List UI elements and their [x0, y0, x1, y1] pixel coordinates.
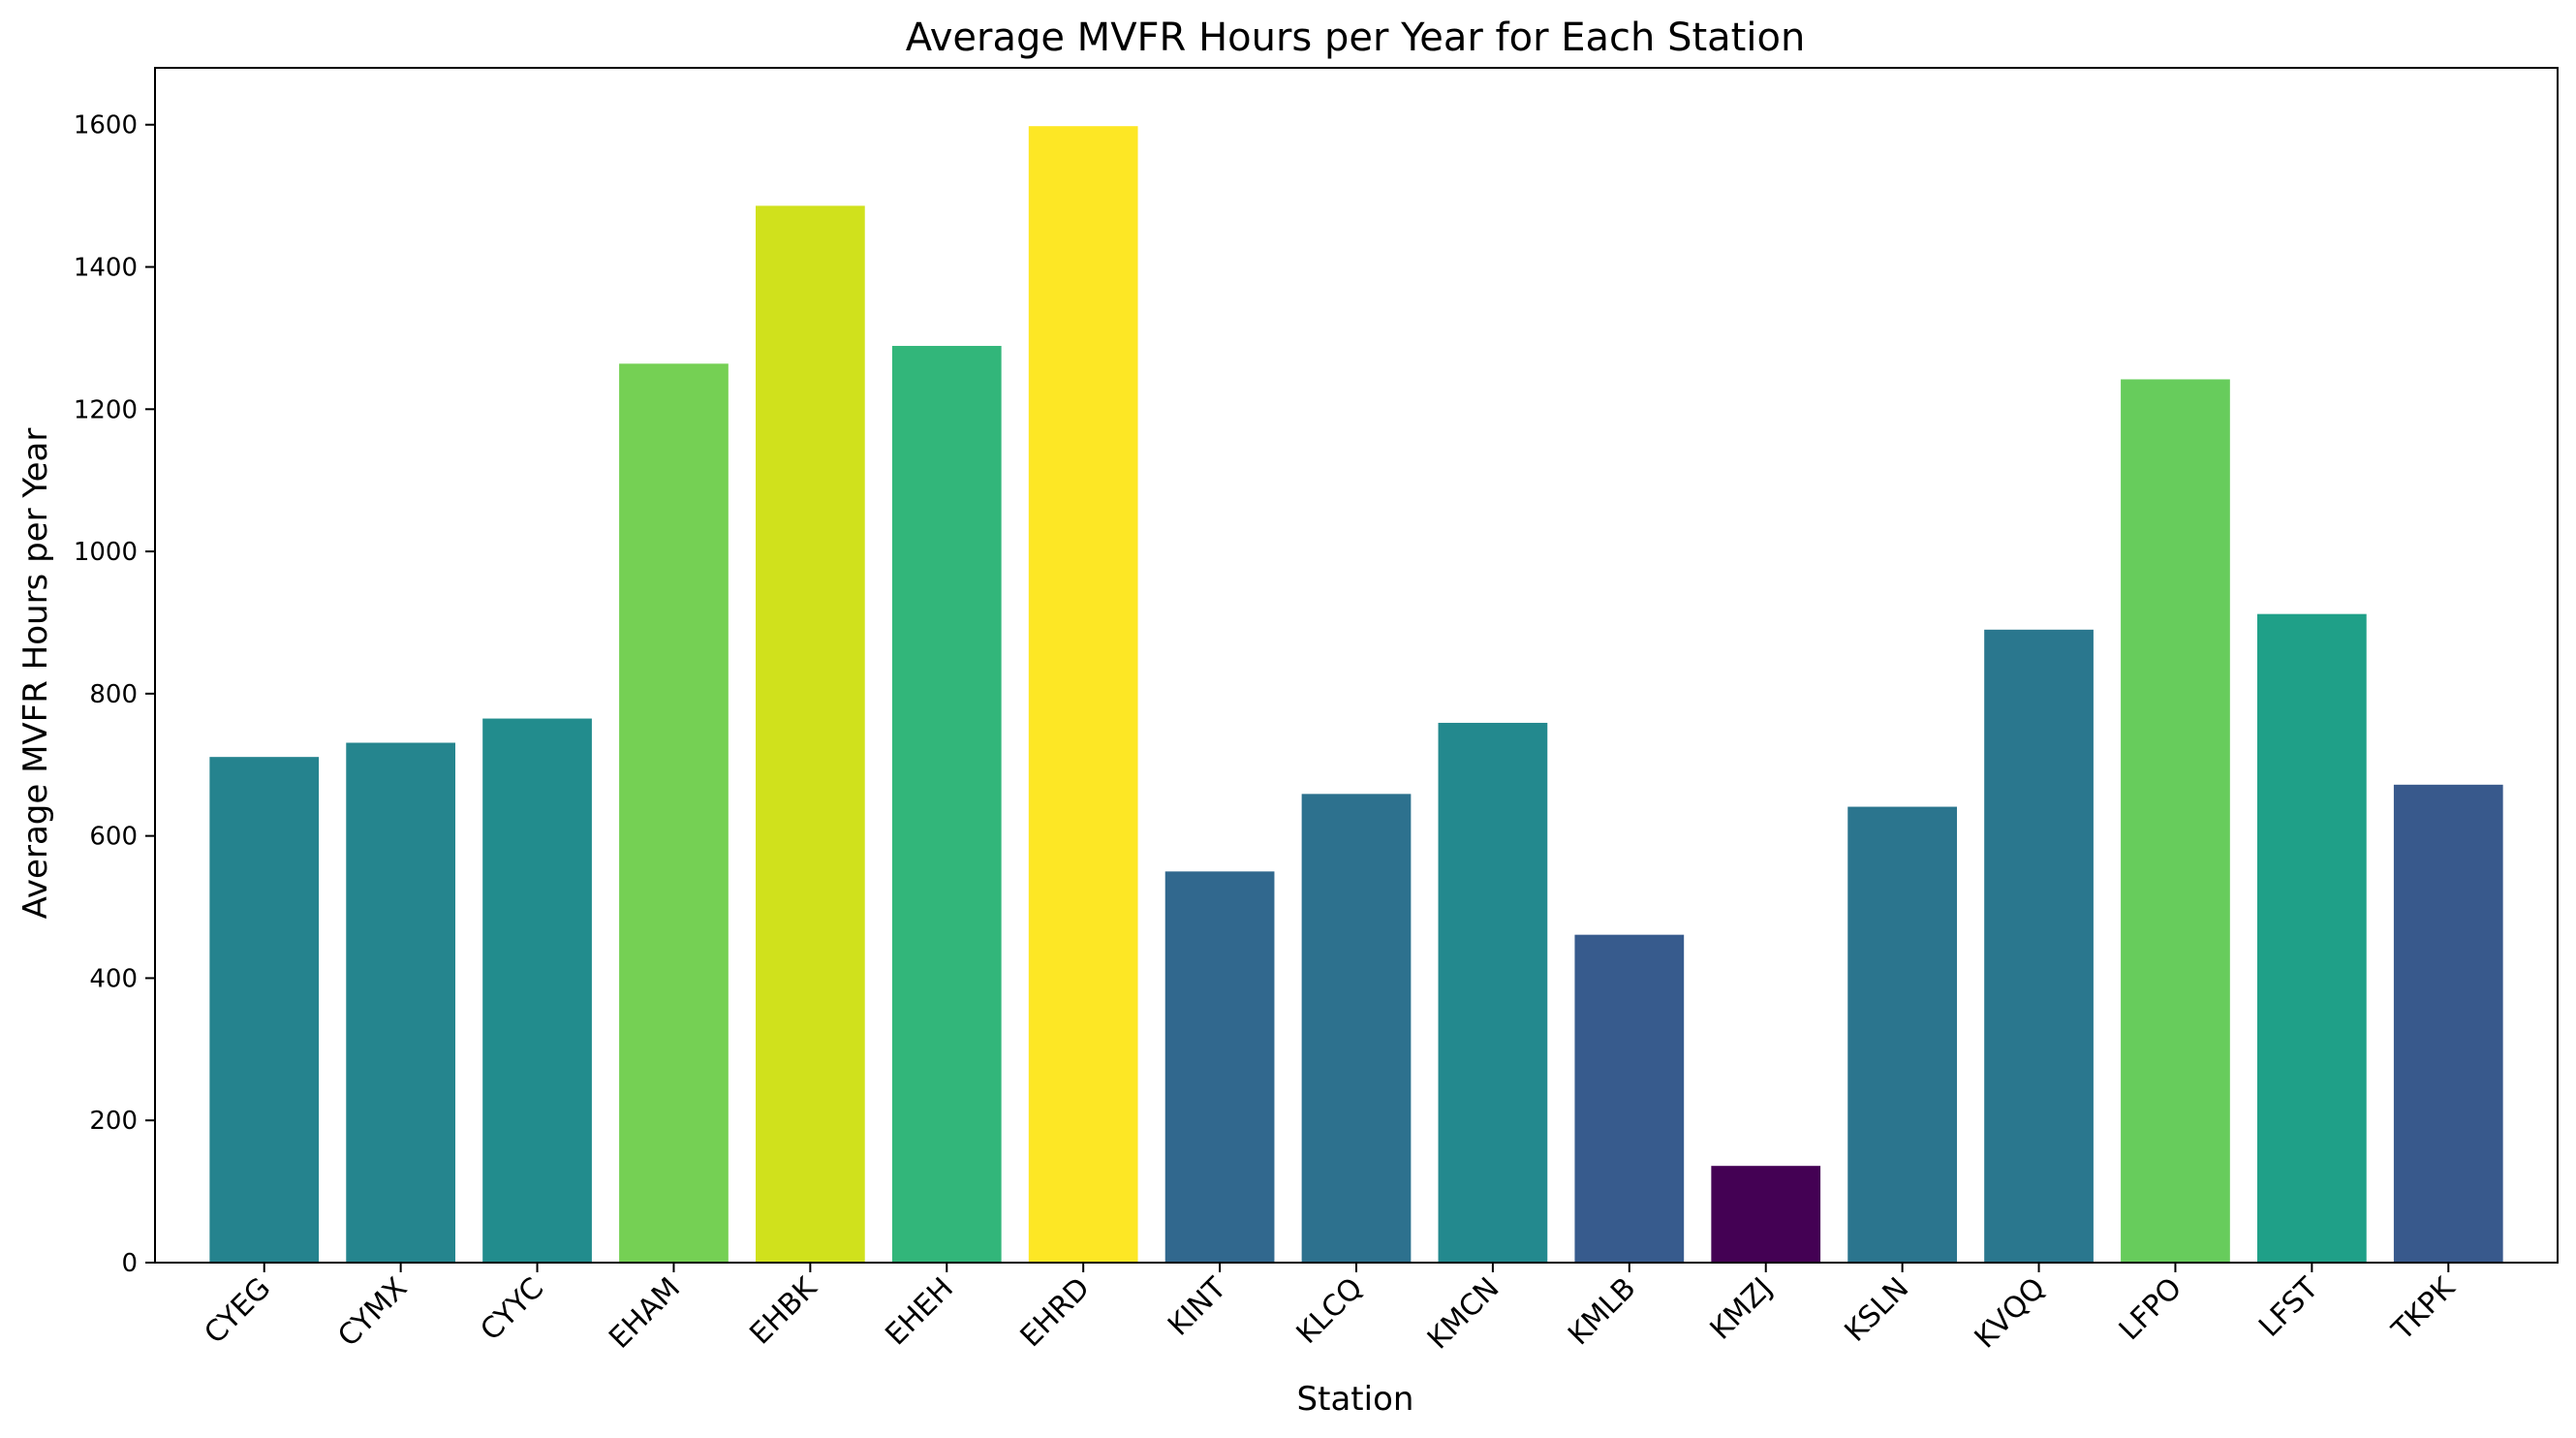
x-tick-label-kint: KINT [1162, 1270, 1233, 1342]
chart-title: Average MVFR Hours per Year for Each Sta… [906, 16, 1806, 60]
x-tick-label-eham: EHAM [603, 1271, 687, 1356]
x-axis-label: Station [1297, 1380, 1414, 1419]
bar-klcq [1301, 794, 1412, 1263]
x-tick-label-kmcn: KMCN [1421, 1271, 1506, 1357]
bar-lfst [2257, 613, 2367, 1263]
x-tick-label-cyyc: CYYC [474, 1271, 550, 1348]
y-tick-label: 200 [89, 1107, 138, 1136]
x-tick-label-kmzj: KMZJ [1704, 1271, 1780, 1347]
plot-frame [154, 67, 2559, 1264]
y-tick-label: 0 [121, 1249, 138, 1278]
bar-kmcn [1438, 722, 1548, 1263]
x-tick-label-lfpo: LFPO [2113, 1271, 2188, 1347]
bar-kmzj [1711, 1166, 1821, 1263]
bar-kvqq [1984, 629, 2094, 1263]
bar-kmlb [1574, 934, 1685, 1263]
x-tick-label-cymx: CYMX [331, 1271, 414, 1354]
bar-ksln [1847, 806, 1957, 1263]
y-tick-label: 1000 [74, 538, 138, 567]
y-axis-label: Average MVFR Hours per Year [16, 428, 55, 920]
x-tick-label-eheh: EHEH [879, 1271, 959, 1352]
y-tick-label: 1600 [74, 111, 138, 141]
x-tick-label-kmlb: KMLB [1562, 1271, 1642, 1352]
bar-group [209, 126, 2503, 1264]
bar-cyyc [482, 718, 592, 1263]
bar-cyeg [209, 757, 320, 1263]
bar-eham [619, 363, 729, 1263]
x-tick-label-cyeg: CYEG [198, 1271, 277, 1351]
bar-lfpo [2121, 379, 2230, 1264]
x-tick-label-tkpk: TKPK [2385, 1270, 2463, 1348]
x-tick-label-ksln: KSLN [1838, 1271, 1915, 1349]
x-tick-label-ehrd: EHRD [1014, 1271, 1097, 1354]
x-tick-label-ehbk: EHBK [743, 1270, 824, 1352]
y-tick-label: 1400 [74, 254, 138, 283]
y-tick-label: 1200 [74, 395, 138, 424]
x-tick-label-klcq: KLCQ [1290, 1271, 1370, 1351]
x-tick-label-lfst: LFST [2252, 1270, 2325, 1343]
y-tick-label: 600 [89, 823, 138, 852]
bar-tkpk [2393, 784, 2503, 1263]
bar-ehbk [756, 205, 865, 1264]
bar-eheh [891, 345, 1002, 1263]
x-tick-label-kvqq: KVQQ [1969, 1271, 2053, 1356]
y-tick-label: 400 [89, 964, 138, 993]
bar-ehrd [1028, 126, 1138, 1264]
bar-kint [1164, 871, 1275, 1263]
y-tick-label: 800 [89, 680, 138, 709]
y-axis: 0 200 400 600 800 1000 1200 1400 1600 [74, 111, 155, 1278]
x-axis: CYEG CYMX CYYC EHAM EHBK EHEH EHRD KINT KLCQ KMCN… [198, 1263, 2463, 1357]
bar-cymx [346, 742, 455, 1263]
